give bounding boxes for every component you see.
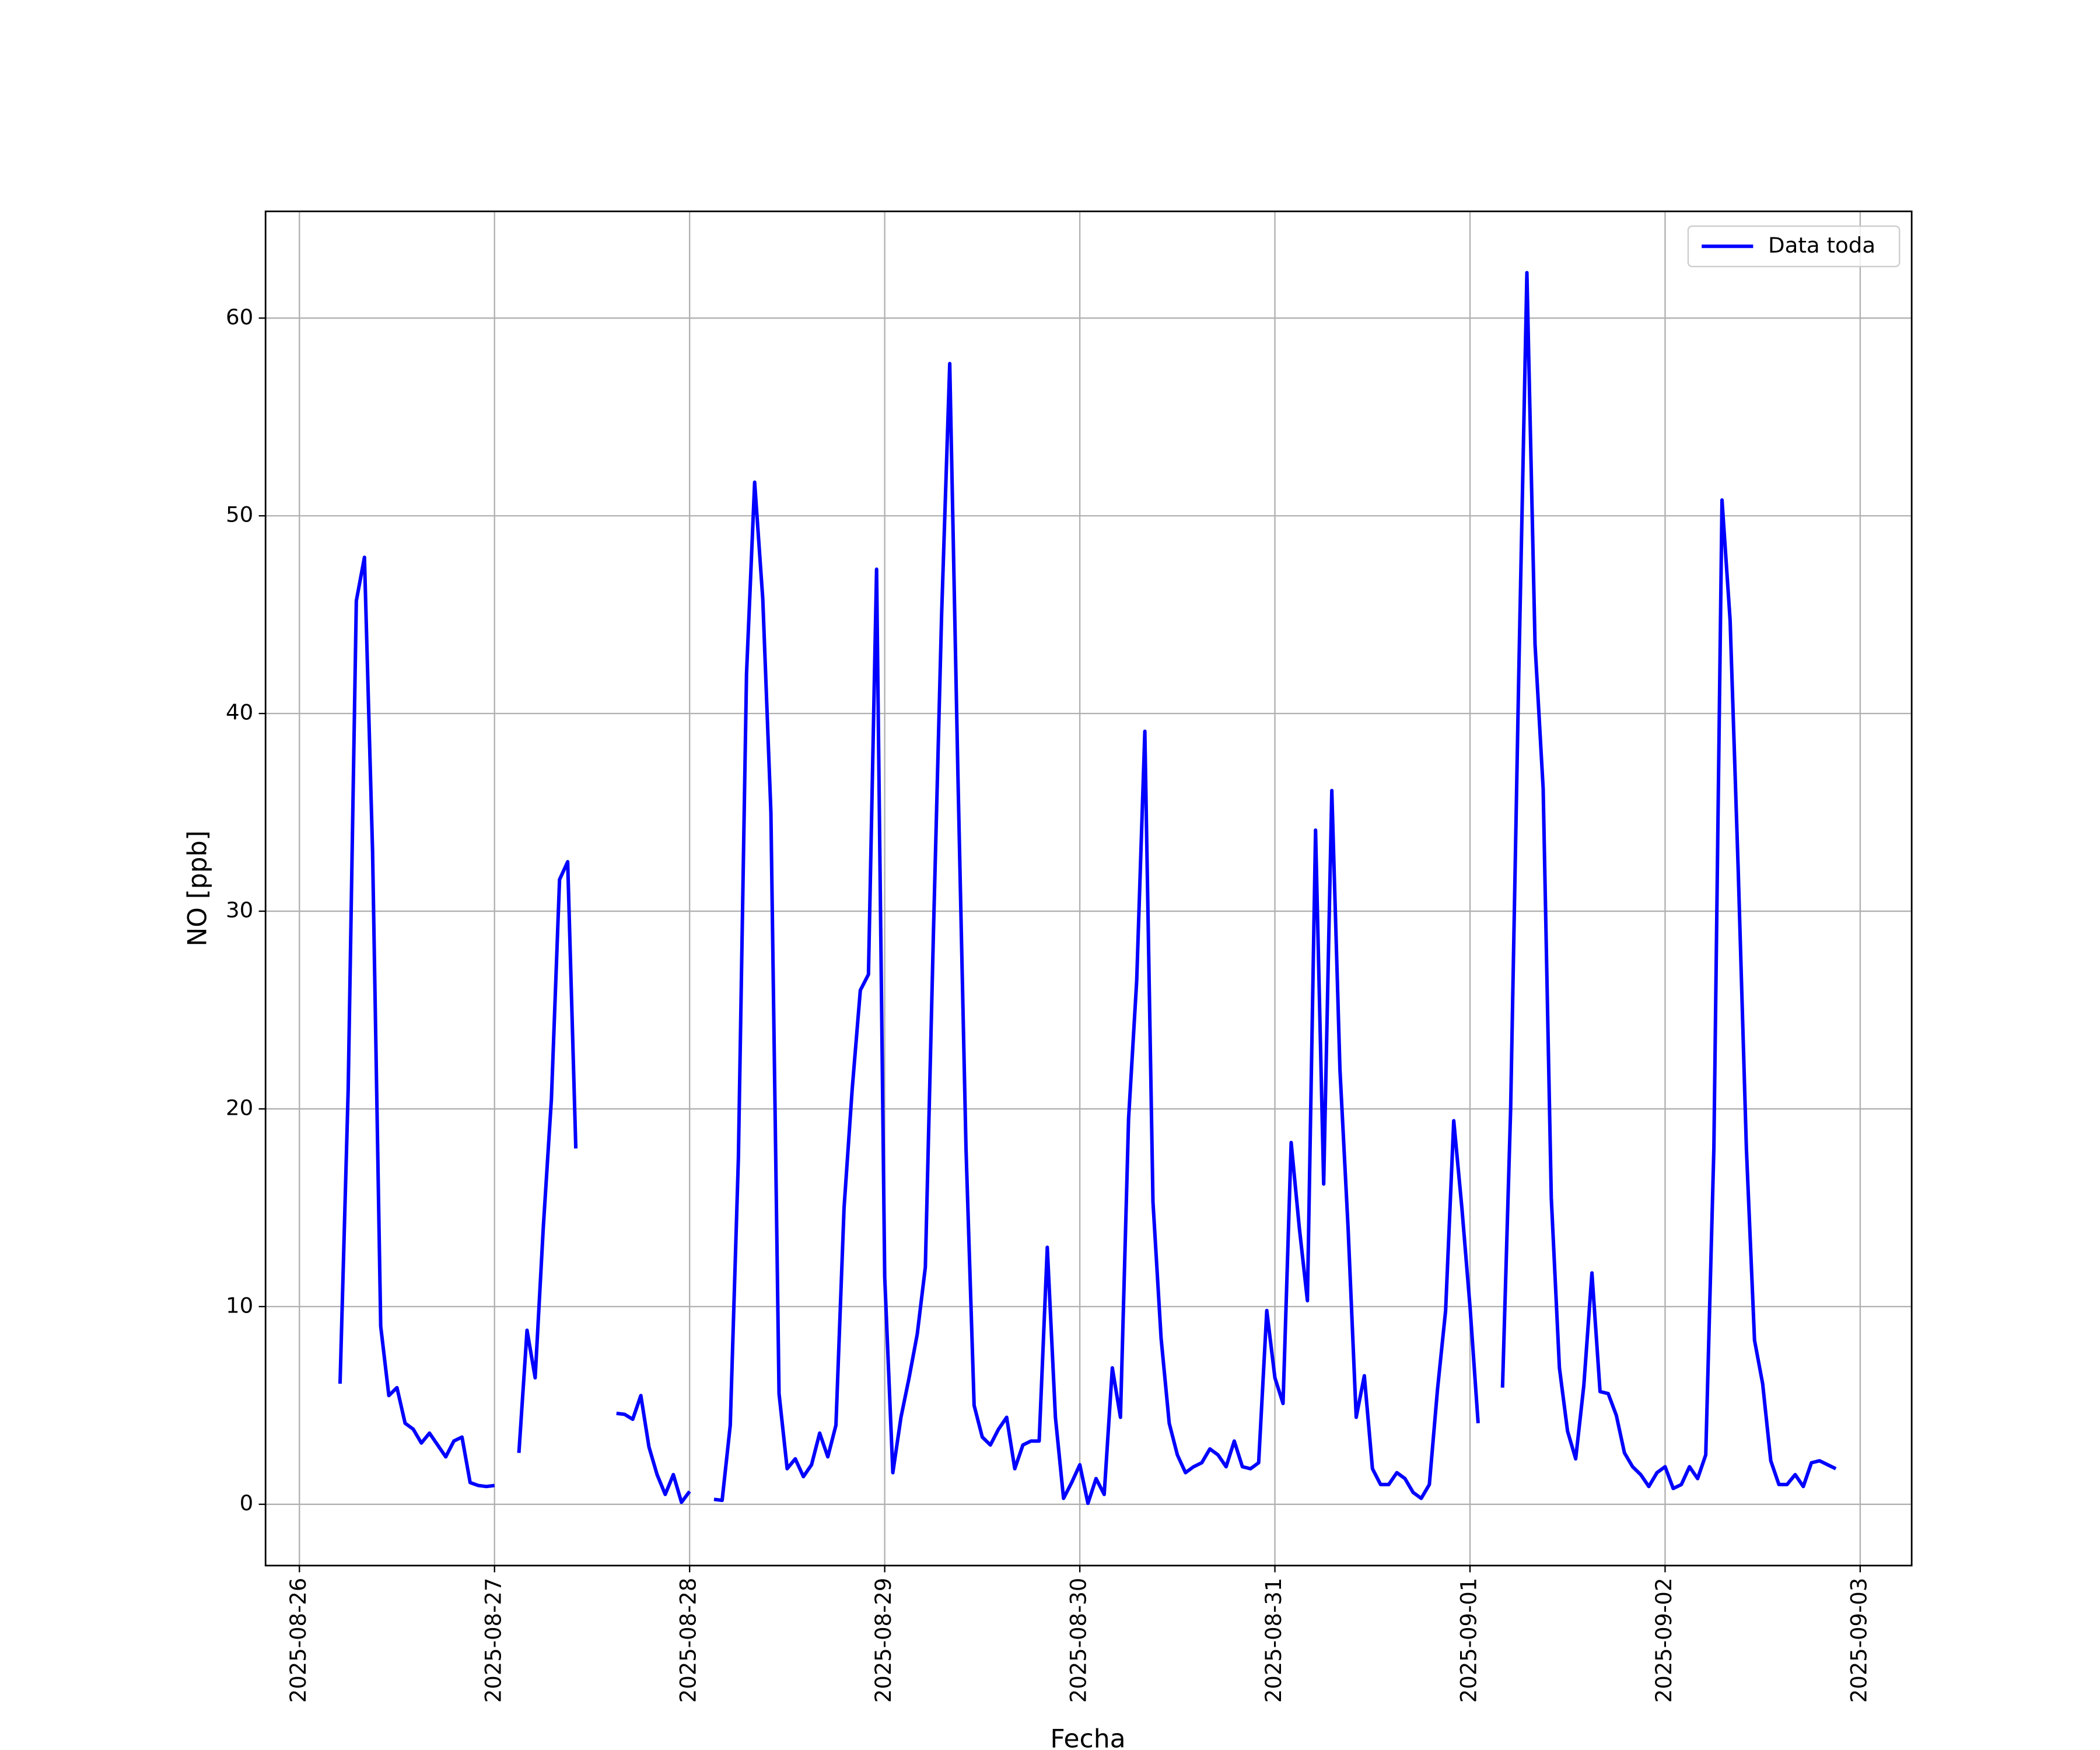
x-tick-label: 2025-09-01 — [1456, 1578, 1481, 1703]
x-tick-label: 2025-08-31 — [1261, 1578, 1286, 1703]
y-tick-label: 10 — [226, 1293, 253, 1318]
plot-frame — [264, 210, 1913, 1567]
x-tick-label: 2025-08-30 — [1066, 1578, 1091, 1703]
legend: Data toda — [1687, 225, 1901, 268]
y-tick-label: 40 — [226, 700, 253, 725]
y-tick-label: 30 — [226, 898, 253, 923]
x-tick-label: 2025-08-29 — [871, 1578, 896, 1703]
x-tick-label: 2025-08-27 — [481, 1578, 506, 1703]
legend-box — [1687, 225, 1901, 268]
y-axis-label: NO [ppb] — [183, 831, 212, 947]
x-axis-label: Fecha — [1050, 1724, 1125, 1750]
x-tick-label: 2025-08-26 — [286, 1578, 311, 1703]
data-line — [338, 271, 1837, 1506]
legend-label: Data toda — [1768, 233, 1875, 258]
x-tick-label: 2025-08-28 — [676, 1578, 701, 1703]
y-tick-label: 0 — [240, 1490, 254, 1516]
y-tick-label: 60 — [226, 304, 253, 330]
x-tick-label: 2025-09-02 — [1651, 1578, 1676, 1703]
y-tick-label: 50 — [226, 502, 253, 527]
x-tick-label: 2025-09-03 — [1846, 1578, 1871, 1703]
y-tick-label: 20 — [226, 1096, 253, 1121]
